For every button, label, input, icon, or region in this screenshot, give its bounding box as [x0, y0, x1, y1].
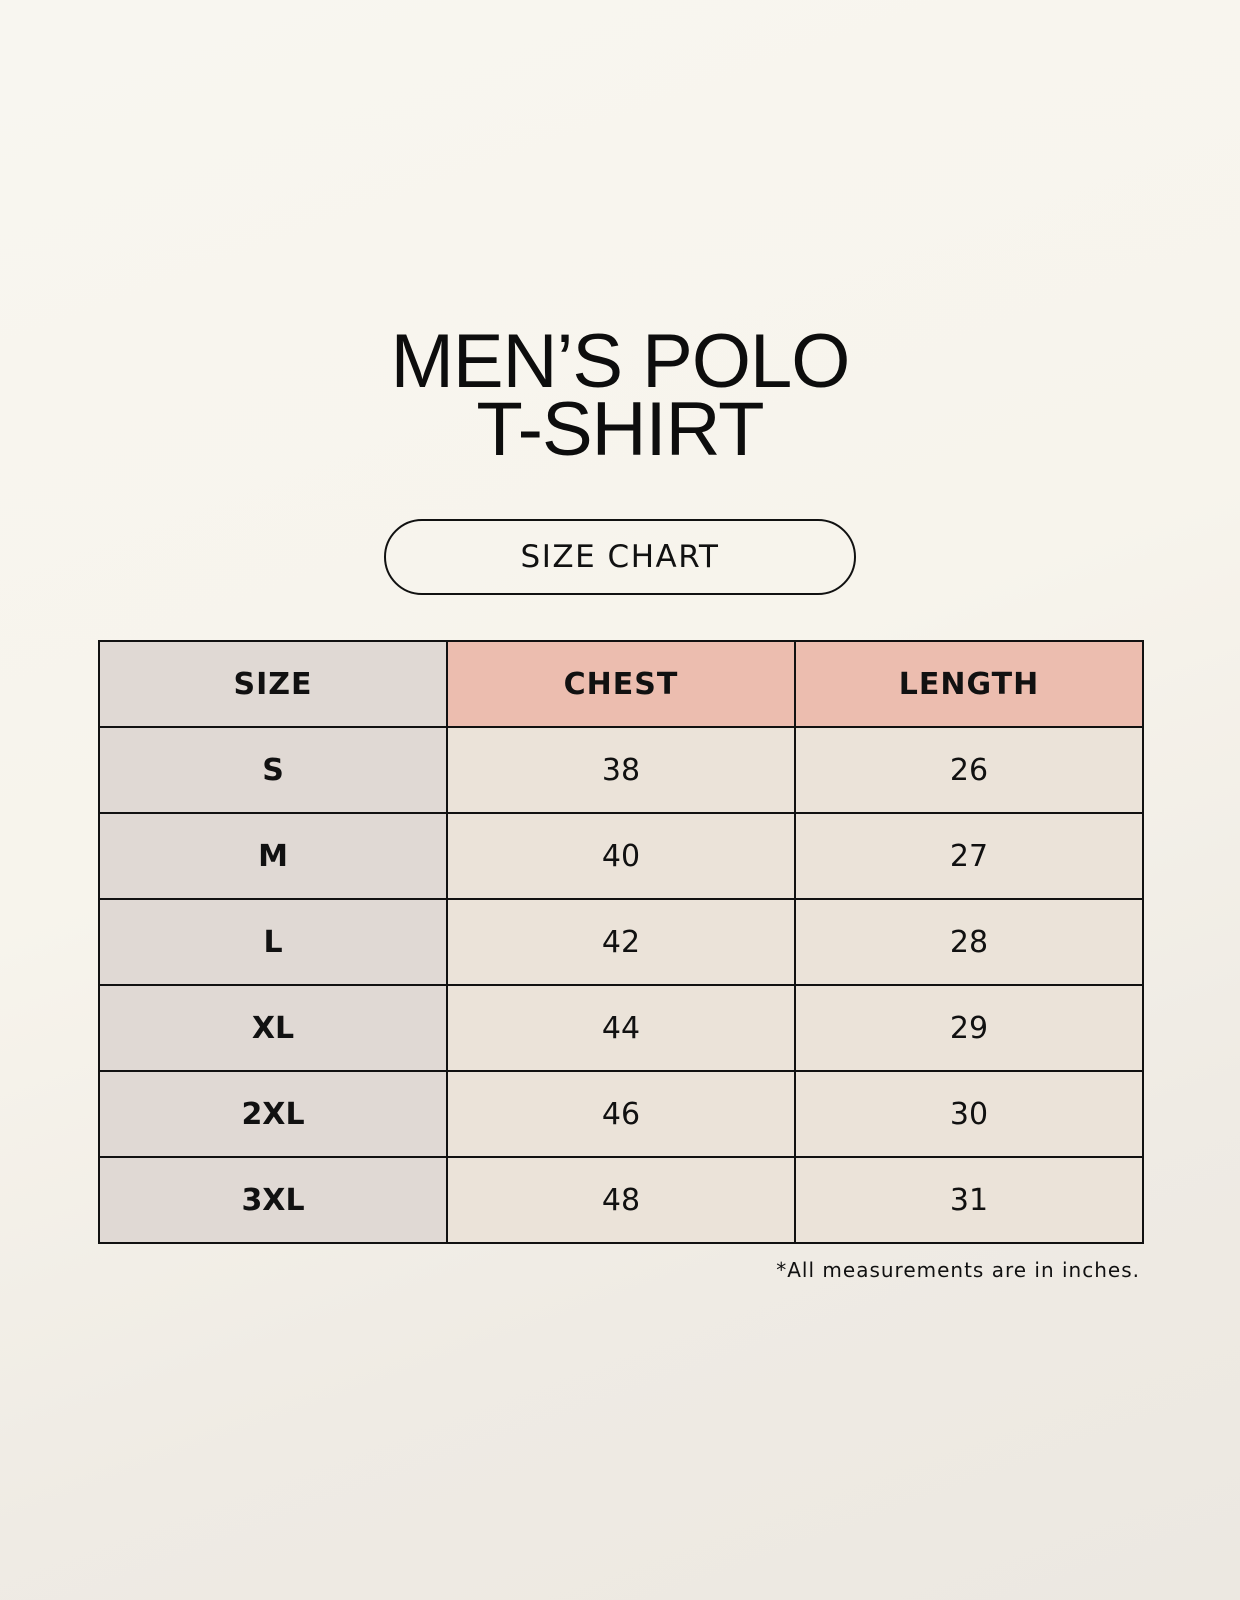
page-title: MEN’S POLO T-SHIRT	[0, 319, 1240, 472]
size-chart-badge: SIZE CHART	[384, 519, 856, 595]
cell-chest: 48	[446, 1156, 796, 1244]
header-row: SIZE CHEST LENGTH	[98, 640, 1144, 728]
header-chest: CHEST	[446, 640, 796, 728]
size-chart-table: SIZE CHEST LENGTH S 38 26 M 40 27 L 42 28 XL 44 29 2…	[98, 640, 1144, 1244]
table-row: L 42 28	[98, 898, 1144, 986]
cell-length: 27	[794, 812, 1144, 900]
cell-length: 30	[794, 1070, 1144, 1158]
cell-length: 31	[794, 1156, 1144, 1244]
cell-chest: 46	[446, 1070, 796, 1158]
cell-size: XL	[98, 984, 448, 1072]
cell-size: S	[98, 726, 448, 814]
cell-length: 26	[794, 726, 1144, 814]
title-line-2: T-SHIRT	[476, 387, 764, 472]
cell-chest: 42	[446, 898, 796, 986]
title-line-1: MEN’S POLO	[390, 319, 851, 404]
table-row: M 40 27	[98, 812, 1144, 900]
cell-size: M	[98, 812, 448, 900]
table-row: 2XL 46 30	[98, 1070, 1144, 1158]
cell-length: 28	[794, 898, 1144, 986]
table-row: 3XL 48 31	[98, 1156, 1144, 1244]
cell-size: 2XL	[98, 1070, 448, 1158]
header-size: SIZE	[98, 640, 448, 728]
table-row: XL 44 29	[98, 984, 1144, 1072]
table-row: S 38 26	[98, 726, 1144, 814]
cell-size: 3XL	[98, 1156, 448, 1244]
cell-chest: 38	[446, 726, 796, 814]
measurement-note: *All measurements are in inches.	[776, 1258, 1140, 1282]
cell-chest: 44	[446, 984, 796, 1072]
cell-size: L	[98, 898, 448, 986]
cell-length: 29	[794, 984, 1144, 1072]
cell-chest: 40	[446, 812, 796, 900]
header-length: LENGTH	[794, 640, 1144, 728]
